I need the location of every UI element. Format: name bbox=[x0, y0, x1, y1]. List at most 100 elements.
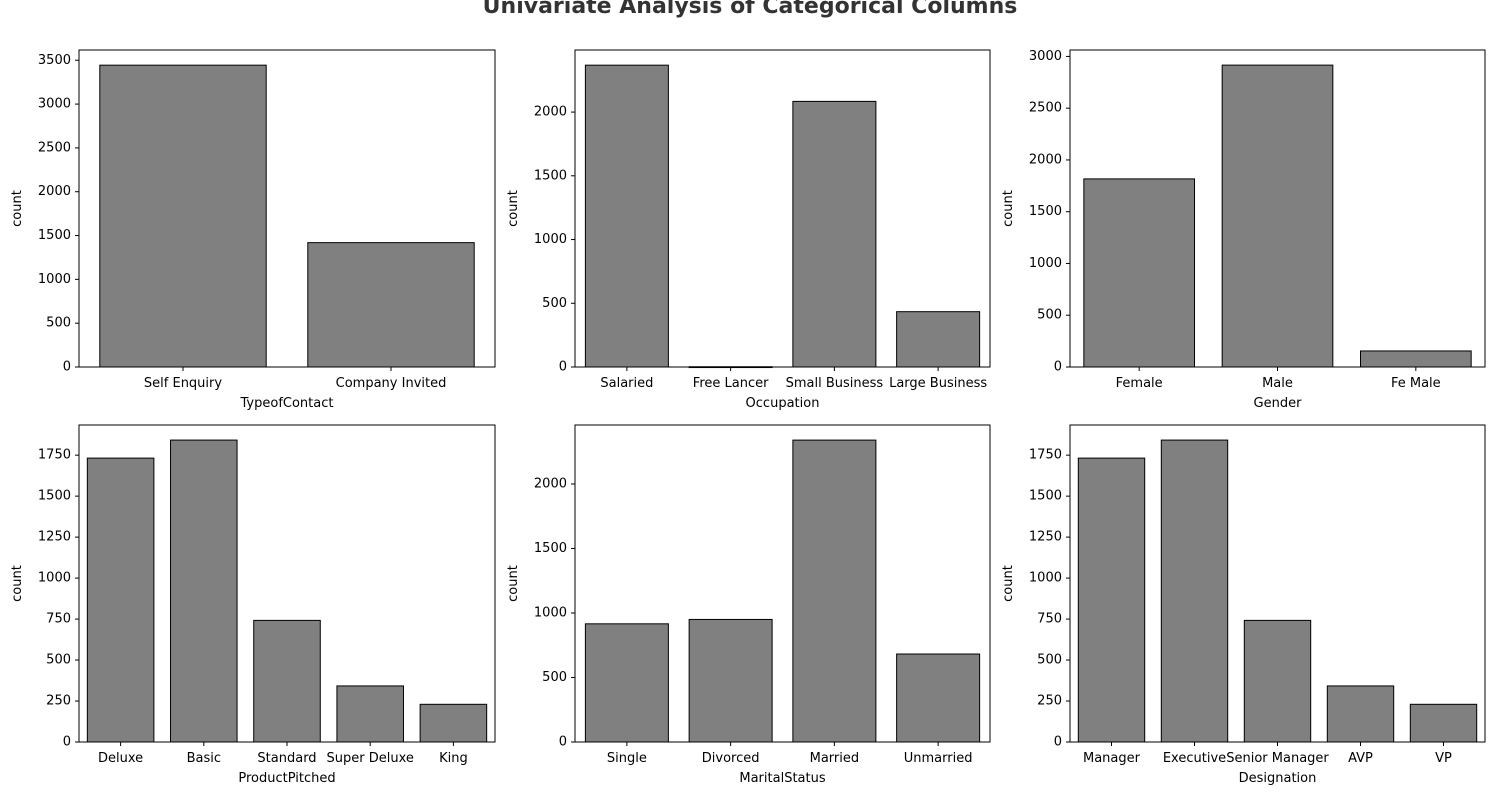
y-tick-label: 3000 bbox=[1029, 49, 1062, 64]
y-tick-label: 0 bbox=[63, 735, 71, 750]
bar bbox=[1160, 439, 1229, 743]
y-tick-label: 1000 bbox=[1029, 571, 1062, 586]
bar bbox=[419, 703, 488, 743]
x-tick-label: Single bbox=[607, 751, 647, 766]
y-tick-label: 0 bbox=[559, 735, 567, 750]
y-tick-label: 1000 bbox=[38, 571, 71, 586]
x-axis-title: ProductPitched bbox=[238, 771, 335, 786]
x-tick-label: Company Invited bbox=[336, 376, 447, 391]
x-tick-label: Executive bbox=[1163, 751, 1226, 766]
x-tick-label: Self Enquiry bbox=[144, 376, 222, 391]
y-axis-title: count bbox=[506, 565, 521, 602]
y-tick-label: 250 bbox=[1037, 694, 1062, 709]
y-tick-label: 500 bbox=[1037, 653, 1062, 668]
bar bbox=[336, 685, 404, 743]
y-tick-label: 500 bbox=[542, 296, 567, 311]
bar bbox=[170, 439, 238, 743]
y-tick-label: 1000 bbox=[38, 272, 71, 287]
y-tick-label: 1500 bbox=[38, 228, 71, 243]
bar bbox=[896, 653, 981, 743]
x-tick-label: Standard bbox=[257, 751, 316, 766]
y-tick-label: 3000 bbox=[38, 97, 71, 112]
chart-panel-5: 0 500 1000 1500 2000 Single Divorced Married Unm… bbox=[506, 424, 991, 786]
x-tick-label: Free Lancer bbox=[693, 376, 769, 391]
y-axis-title: count bbox=[10, 565, 25, 602]
y-tick-label: 1000 bbox=[1029, 256, 1062, 271]
bar bbox=[1077, 457, 1146, 743]
chart-panel-6: 0 250 500 750 1000 1250 1500 1750 Manager Executi… bbox=[1001, 424, 1486, 786]
y-tick-label: 1000 bbox=[534, 232, 567, 247]
bar bbox=[1221, 64, 1334, 368]
y-tick-label: 1500 bbox=[1029, 489, 1062, 504]
bar bbox=[86, 457, 155, 743]
x-axis-title: Designation bbox=[1239, 771, 1317, 786]
y-tick-label: 1000 bbox=[534, 605, 567, 620]
x-tick-label: Super Deluxe bbox=[327, 751, 414, 766]
y-tick-label: 0 bbox=[1054, 360, 1062, 375]
x-axis-title: MaritalStatus bbox=[739, 771, 825, 786]
x-axis-title: Gender bbox=[1254, 396, 1303, 411]
y-tick-label: 750 bbox=[1037, 612, 1062, 627]
bar bbox=[792, 439, 877, 743]
bar bbox=[1083, 178, 1195, 368]
y-tick-label: 1750 bbox=[38, 448, 71, 463]
bar bbox=[896, 311, 981, 368]
y-tick-label: 750 bbox=[46, 612, 71, 627]
y-tick-label: 500 bbox=[1037, 308, 1062, 323]
x-tick-label: VP bbox=[1435, 751, 1452, 766]
x-tick-label: Manager bbox=[1083, 751, 1141, 766]
y-tick-label: 1500 bbox=[534, 168, 567, 183]
x-tick-label: Basic bbox=[187, 751, 221, 766]
chart-panel-4: 0 250 500 750 1000 1250 1500 1750 Deluxe Basic Sta… bbox=[10, 424, 496, 786]
x-tick-label: Married bbox=[810, 751, 860, 766]
bar bbox=[99, 64, 267, 368]
y-tick-label: 2000 bbox=[1029, 152, 1062, 167]
x-tick-label: Unmarried bbox=[904, 751, 973, 766]
y-tick-label: 500 bbox=[46, 653, 71, 668]
bar bbox=[1360, 350, 1472, 368]
y-tick-label: 1500 bbox=[1029, 204, 1062, 219]
bar bbox=[792, 100, 877, 368]
x-tick-label: Fe Male bbox=[1391, 376, 1441, 391]
chart-panel-3: 0 500 1000 1500 2000 2500 3000 Female Male Fe Mal… bbox=[1001, 49, 1486, 411]
bar bbox=[307, 242, 475, 368]
y-tick-label: 1250 bbox=[1029, 530, 1062, 545]
figure-title: Univariate Analysis of Categorical Colum… bbox=[482, 0, 1018, 19]
y-tick-label: 250 bbox=[46, 694, 71, 709]
x-axis-title: Occupation bbox=[746, 396, 820, 411]
x-tick-label: Salaried bbox=[600, 376, 653, 391]
x-tick-label: King bbox=[439, 751, 468, 766]
x-tick-label: Large Business bbox=[889, 376, 987, 391]
y-tick-label: 500 bbox=[542, 670, 567, 685]
y-axis-title: count bbox=[1001, 565, 1016, 602]
y-tick-label: 0 bbox=[1054, 735, 1062, 750]
plot-frame bbox=[574, 424, 991, 743]
chart-panel-2: 0 500 1000 1500 2000 Salaried Free Lancer Small… bbox=[506, 49, 991, 411]
bar bbox=[584, 623, 669, 743]
y-tick-label: 500 bbox=[46, 316, 71, 331]
y-tick-label: 1500 bbox=[38, 489, 71, 504]
y-tick-label: 2500 bbox=[38, 140, 71, 155]
y-tick-label: 0 bbox=[559, 360, 567, 375]
bar bbox=[1326, 685, 1395, 743]
y-tick-label: 2500 bbox=[1029, 101, 1062, 116]
x-tick-label: Senior Manager bbox=[1226, 751, 1329, 766]
y-tick-label: 2000 bbox=[38, 184, 71, 199]
y-tick-label: 0 bbox=[63, 360, 71, 375]
plot-frame bbox=[574, 49, 991, 368]
x-tick-label: Male bbox=[1262, 376, 1293, 391]
plot-frame bbox=[78, 49, 496, 368]
bar bbox=[1409, 703, 1478, 743]
y-axis-title: count bbox=[10, 190, 25, 227]
x-tick-label: AVP bbox=[1348, 751, 1373, 766]
x-tick-label: Small Business bbox=[786, 376, 884, 391]
x-tick-label: Deluxe bbox=[98, 751, 143, 766]
x-axis-title: TypeofContact bbox=[240, 396, 334, 411]
x-tick-label: Female bbox=[1116, 376, 1163, 391]
chart-panel-1: 0 500 1000 1500 2000 2500 3000 3500 Self Enquiry… bbox=[10, 49, 496, 411]
bar bbox=[253, 619, 321, 743]
bar bbox=[688, 618, 773, 743]
y-tick-label: 1500 bbox=[534, 541, 567, 556]
